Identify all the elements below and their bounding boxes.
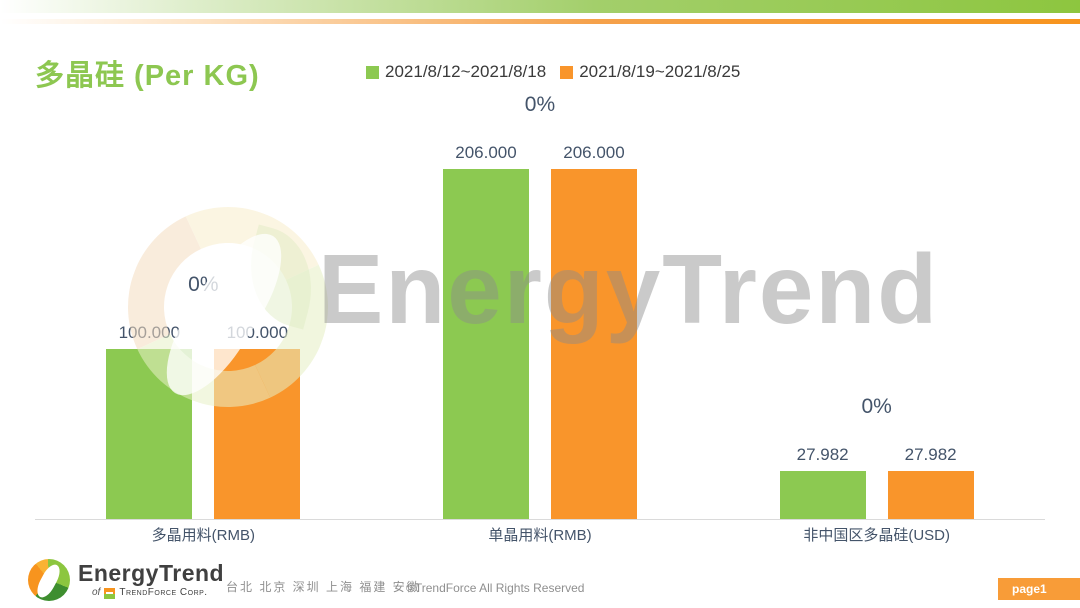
change-percent-label: 0% xyxy=(524,93,556,116)
value-label: 27.982 xyxy=(796,445,849,465)
bar-week2: 206.000 xyxy=(550,143,637,519)
energytrend-logo-icon xyxy=(28,559,70,601)
category-label: 单晶用料(RMB) xyxy=(488,527,592,544)
legend-label: 2021/8/12~2021/8/18 xyxy=(385,62,547,81)
page-number-badge: page1 xyxy=(998,578,1080,600)
bar-week1: 100.000 xyxy=(106,323,193,519)
top-orange-gradient-line xyxy=(0,19,1080,24)
chart-legend: 2021/8/12~2021/8/18 2021/8/19~2021/8/25 xyxy=(366,62,740,82)
bar-week2: 27.982 xyxy=(887,445,974,519)
legend-label: 2021/8/19~2021/8/25 xyxy=(579,62,741,81)
value-label: 206.000 xyxy=(563,143,625,162)
logo-subtitle: of TrendForce Corp. xyxy=(92,587,224,599)
bar-group: 0% 27.982 27.982 xyxy=(779,395,974,519)
bar-group: 0% 206.000 206.000 xyxy=(442,93,637,519)
category-label: 非中国区多晶硅(USD) xyxy=(803,527,951,544)
change-percent-label: 0% xyxy=(861,395,892,419)
value-label: 27.982 xyxy=(904,445,957,465)
bar-week1: 27.982 xyxy=(779,445,866,519)
legend-item-week2: 2021/8/19~2021/8/25 xyxy=(560,62,740,82)
legend-item-week1: 2021/8/12~2021/8/18 xyxy=(366,62,546,82)
bar-group: 0% 100.000 100.000 xyxy=(106,273,301,519)
logo-title: EnergyTrend xyxy=(78,559,225,586)
energytrend-logo: EnergyTrend of TrendForce Corp. xyxy=(28,559,224,601)
top-green-gradient-bar xyxy=(0,0,1080,13)
trendforce-logo-icon xyxy=(104,587,116,599)
bar-week1: 206.000 xyxy=(442,143,529,519)
change-percent-label: 0% xyxy=(188,273,219,297)
logo-subtitle-name: TrendForce Corp. xyxy=(119,587,208,598)
footer-copyright: ©TrendForce All Rights Reserved xyxy=(406,581,585,595)
value-label: 100.000 xyxy=(118,323,181,343)
legend-swatch-green xyxy=(366,65,379,79)
value-label: 206.000 xyxy=(455,143,517,162)
footer-cities: 台北 北京 深圳 上海 福建 安徽 xyxy=(226,580,421,594)
bar-chart: 0% 100.000 100.000 0% 206.000 206.000 0% 27.982… xyxy=(35,93,1045,520)
category-axis: 多晶用料(RMB) 单晶用料(RMB) 非中国区多晶硅(USD) xyxy=(35,524,1045,545)
value-label: 100.000 xyxy=(226,323,289,343)
legend-swatch-orange xyxy=(560,65,574,79)
category-label: 多晶用料(RMB) xyxy=(151,527,255,544)
bar-week2: 100.000 xyxy=(214,323,301,519)
logo-subtitle-prefix: of xyxy=(92,587,101,598)
page-title: 多晶硅 (Per KG) xyxy=(35,60,260,92)
